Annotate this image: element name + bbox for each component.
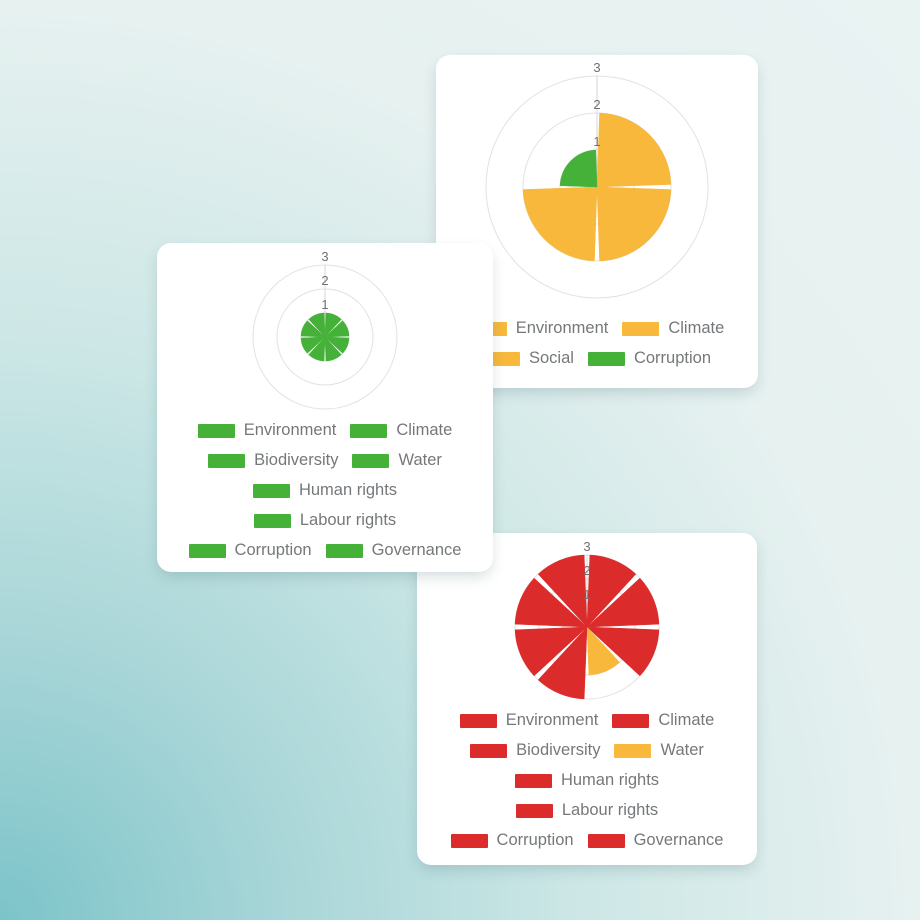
svg-text:1: 1	[583, 587, 590, 602]
svg-text:2: 2	[593, 97, 600, 112]
svg-text:2: 2	[583, 563, 590, 578]
svg-text:3: 3	[593, 60, 600, 75]
svg-text:3: 3	[321, 249, 328, 264]
svg-text:1: 1	[321, 297, 328, 312]
svg-text:1: 1	[593, 134, 600, 149]
svg-text:2: 2	[321, 273, 328, 288]
svg-text:3: 3	[583, 539, 590, 554]
